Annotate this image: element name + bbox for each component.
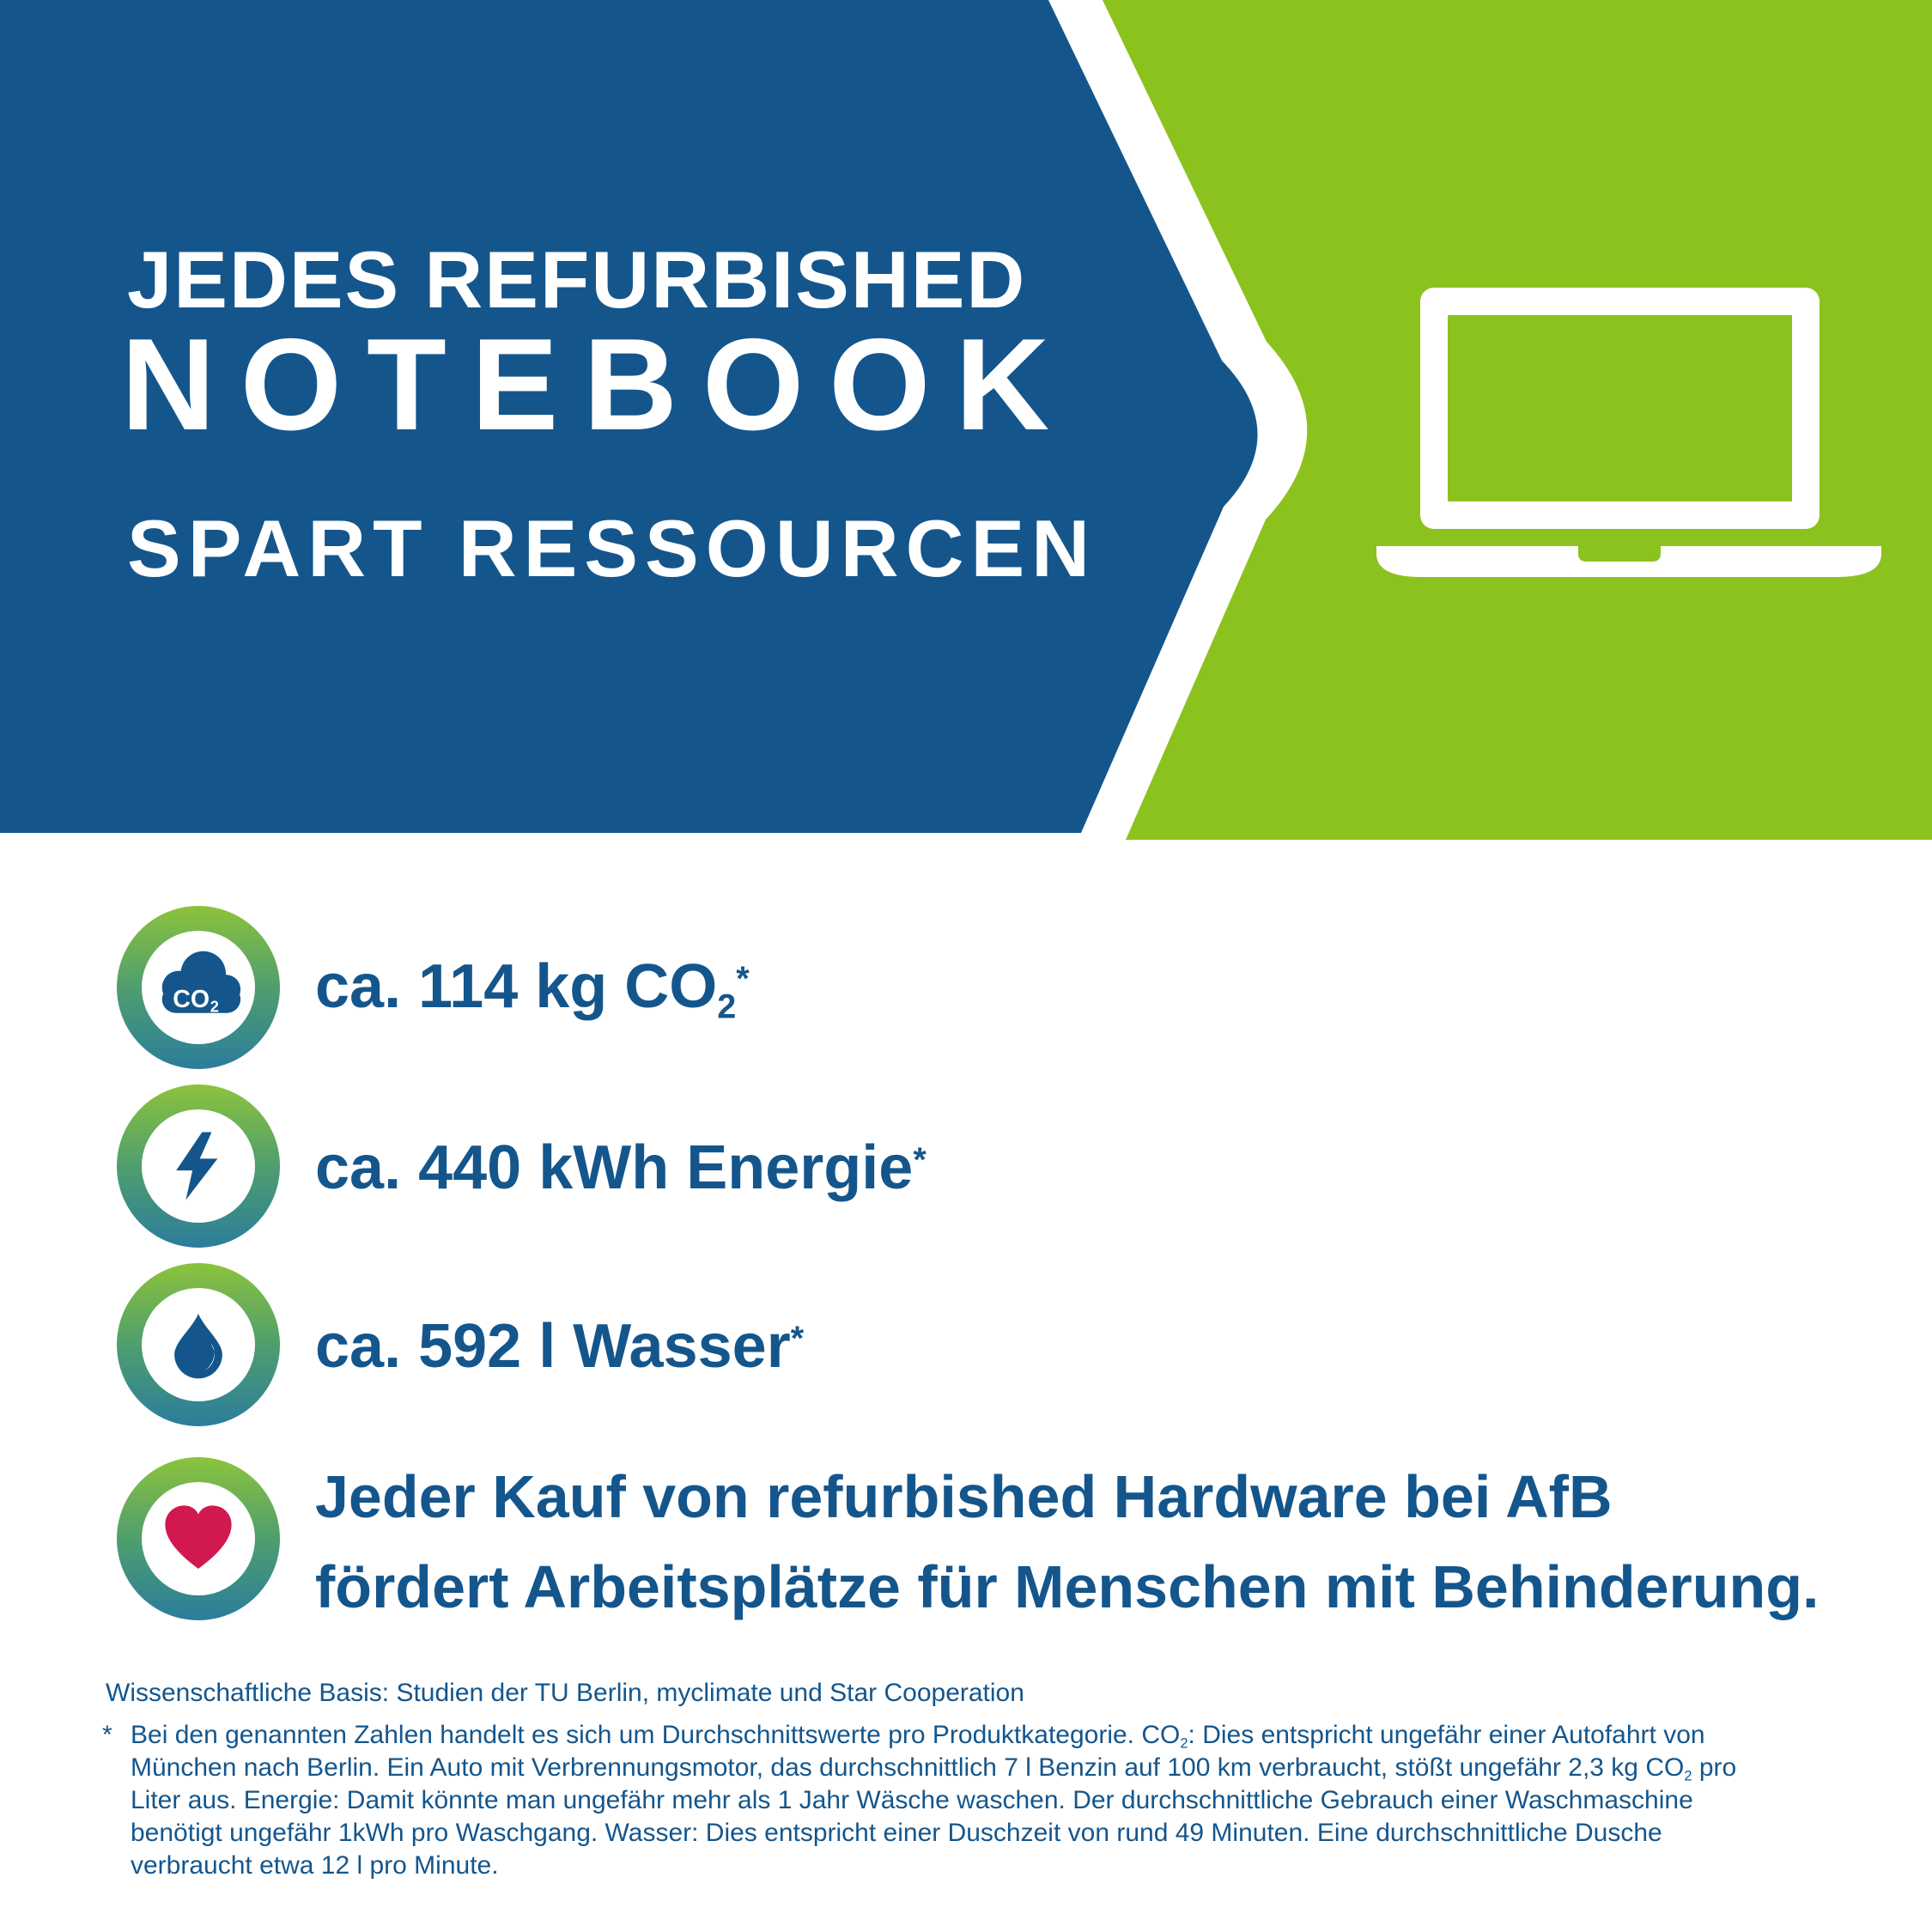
co2-cloud-icon: CO 2 <box>161 951 241 1016</box>
social-line1: Jeder Kauf von refurbished Hardware bei … <box>315 1463 1613 1530</box>
co2-icon-label: CO <box>173 986 210 1013</box>
footnote-line: benötigt ungefähr 1kWh pro Waschgang. Wa… <box>131 1819 1662 1847</box>
banner <box>0 0 1932 840</box>
stat-water: ca. 592 l Wasser* <box>315 1312 805 1381</box>
headline-line3: SPART RESSOURCEN <box>127 503 1097 593</box>
footnote-asterisk: * <box>102 1721 112 1749</box>
heart-ring <box>117 1457 280 1620</box>
heart-icon <box>165 1505 232 1569</box>
energy-ring <box>117 1084 280 1248</box>
footnote-line: Liter aus. Energie: Damit könnte man ung… <box>131 1786 1693 1814</box>
water-ring <box>117 1263 280 1426</box>
water-drop-icon <box>174 1313 222 1379</box>
footnote-line: München nach Berlin. Ein Auto mit Verbre… <box>131 1753 1737 1784</box>
banner-blue-arrow <box>0 0 1258 833</box>
stat-co2: ca. 114 kg CO2* <box>315 952 750 1026</box>
footnote-line: Bei den genannten Zahlen handelt es sich… <box>131 1721 1705 1752</box>
laptop-icon <box>1376 288 1881 577</box>
co2-ring: CO 2 <box>117 906 280 1069</box>
footnote-line: verbraucht etwa 12 l pro Minute. <box>131 1851 499 1880</box>
headline-line2: NOTEBOOK <box>121 312 1075 458</box>
footnote-basis: Wissenschaftliche Basis: Studien der TU … <box>106 1679 1024 1707</box>
social-line2: fördert Arbeitsplätze für Menschen mit B… <box>315 1553 1820 1620</box>
lightning-icon <box>176 1132 218 1200</box>
co2-icon-label-sub: 2 <box>210 998 219 1016</box>
headline-line1: JEDES REFURBISHED <box>127 234 1027 325</box>
stat-energy: ca. 440 kWh Energie* <box>315 1133 927 1202</box>
